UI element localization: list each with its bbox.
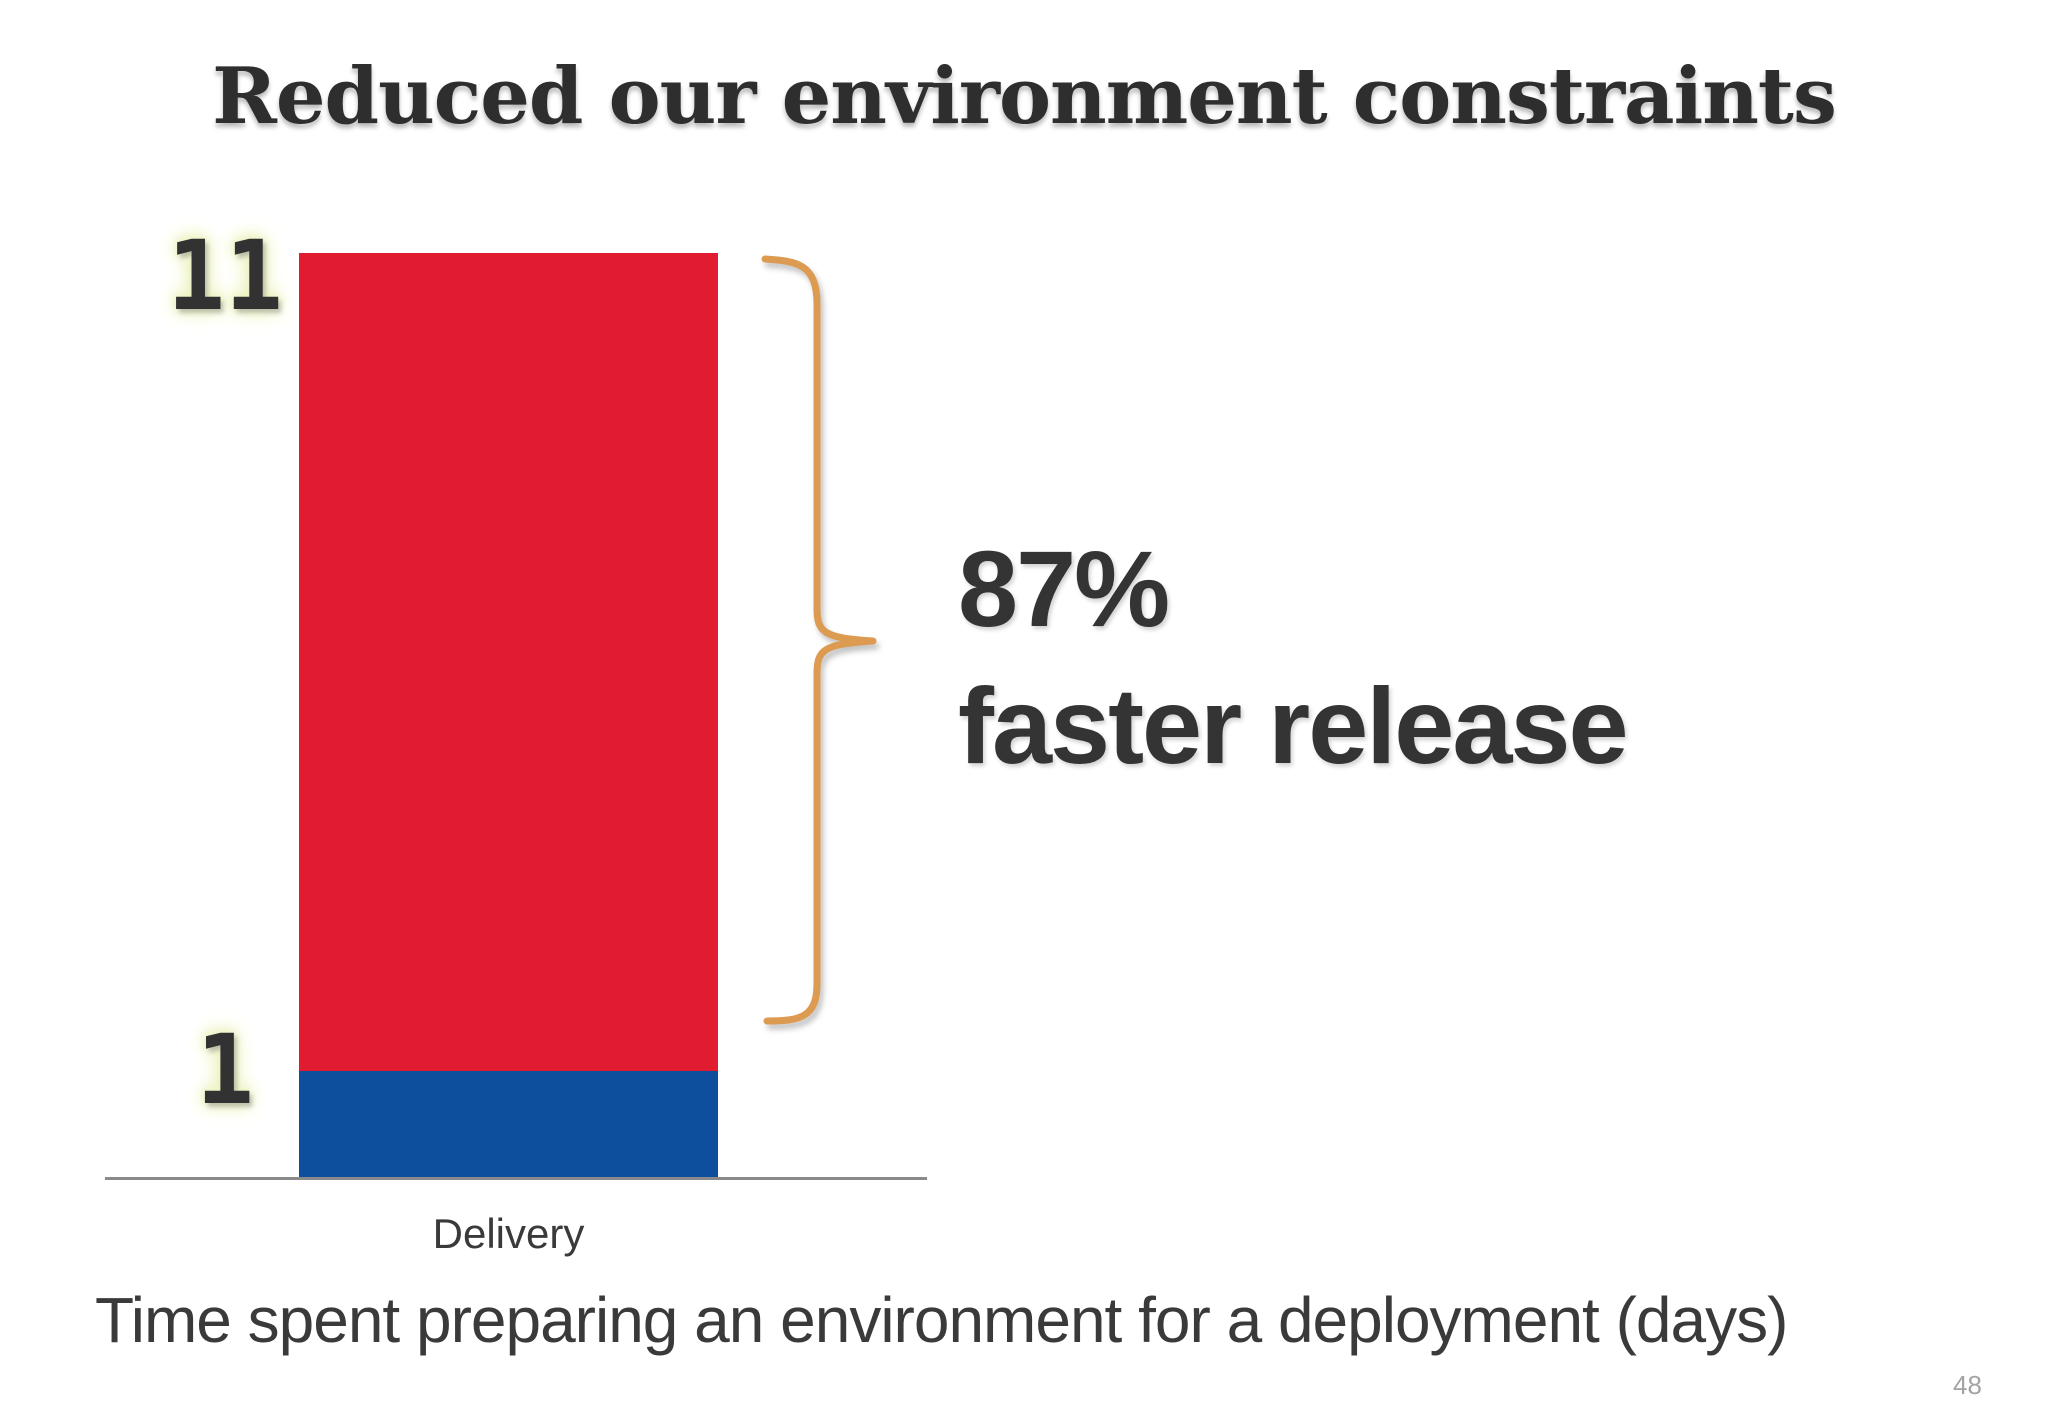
x-axis-line — [105, 1177, 927, 1180]
annotation-line1: 87% — [958, 528, 1170, 649]
bar-segment-blue — [299, 1071, 718, 1179]
slide-title: Reduced our environment constraints — [212, 51, 1837, 142]
x-axis-category-label: Delivery — [432, 1210, 585, 1257]
chart-caption: Time spent preparing an environment for … — [95, 1284, 1788, 1356]
page-number: 48 — [1953, 1370, 1982, 1400]
bar-segment-red — [299, 253, 718, 1071]
bar-value-label-bottom: 1 — [196, 1014, 254, 1126]
curly-brace-icon — [761, 255, 877, 1025]
annotation-text: 87% faster release — [958, 520, 1629, 794]
bar-value-label-top: 11 — [167, 220, 283, 332]
annotation-line2: faster release — [958, 665, 1629, 786]
